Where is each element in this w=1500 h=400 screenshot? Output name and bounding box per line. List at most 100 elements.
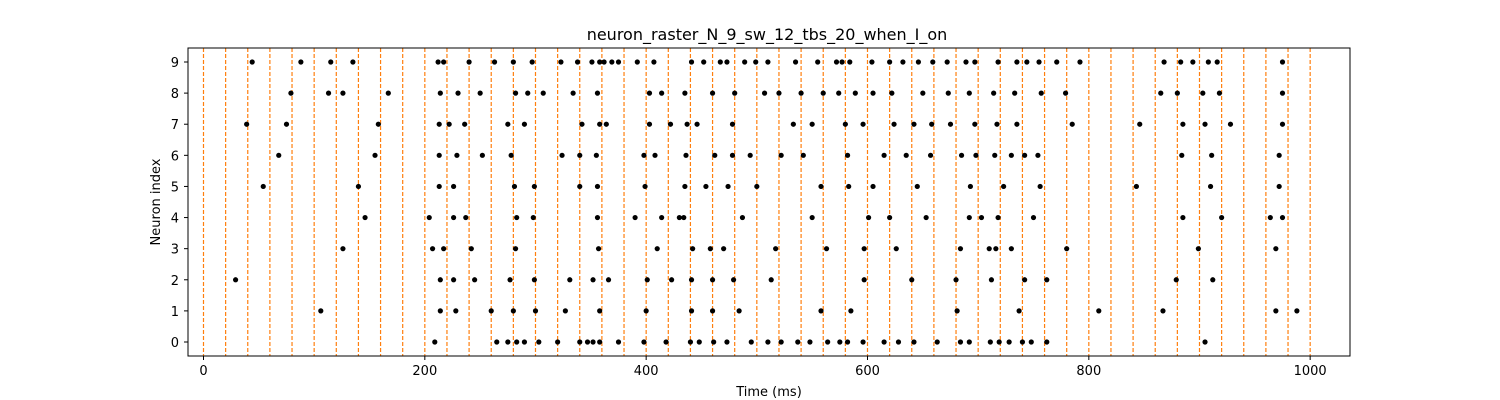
spike-point	[350, 59, 356, 65]
spike-point	[927, 152, 934, 158]
spike-point	[590, 277, 596, 283]
spike-point	[1035, 152, 1041, 158]
spike-point	[491, 59, 498, 65]
spike-point	[953, 277, 959, 283]
spike-point	[451, 214, 457, 221]
spike-point	[514, 214, 520, 221]
spike-point	[703, 183, 709, 190]
spike-point	[1022, 152, 1028, 158]
spike-point	[944, 59, 950, 65]
spike-point	[909, 277, 915, 283]
spike-point	[584, 339, 591, 345]
x-tick-label: 0	[199, 364, 207, 379]
spike-point	[709, 308, 716, 314]
y-axis: 0 1 2 3 4 5 6 7 8 9	[171, 56, 188, 351]
spike-point	[1038, 90, 1044, 96]
y-tick-label: 4	[171, 212, 179, 227]
spike-point	[903, 152, 909, 158]
spike-point	[1019, 339, 1026, 345]
spike-point	[993, 246, 999, 252]
spike-point	[1273, 246, 1279, 252]
spike-point	[328, 59, 334, 65]
spike-point	[712, 152, 718, 158]
spike-point	[521, 121, 528, 127]
spike-point	[615, 339, 622, 345]
spike-point	[1001, 183, 1007, 190]
spike-point	[870, 90, 876, 96]
spike-point	[441, 246, 447, 252]
spike-point	[765, 59, 771, 65]
spike-point	[615, 59, 622, 65]
y-tick-label: 9	[171, 56, 179, 71]
spike-point	[451, 277, 457, 283]
spike-point	[860, 339, 866, 345]
spike-point	[597, 121, 603, 127]
spike-point	[818, 308, 824, 314]
spike-point	[900, 59, 906, 65]
spike-point	[1036, 59, 1042, 65]
spike-point	[958, 152, 965, 158]
spike-point	[505, 339, 511, 345]
spike-point	[597, 308, 603, 314]
spike-point	[1044, 339, 1050, 345]
spike-point	[711, 339, 717, 345]
spike-point	[594, 214, 601, 221]
spike-point	[683, 152, 689, 158]
spike-point	[463, 214, 469, 221]
spike-point	[860, 121, 866, 127]
spike-point	[920, 90, 926, 96]
spike-point	[436, 152, 442, 158]
spike-point	[632, 214, 638, 221]
spike-point	[729, 121, 736, 127]
spike-point	[869, 59, 875, 65]
spike-point	[823, 246, 830, 252]
spike-point	[436, 183, 442, 190]
spike-point	[340, 246, 346, 252]
spike-point	[641, 152, 647, 158]
spike-point	[505, 121, 511, 127]
spike-point	[590, 339, 596, 345]
spike-point	[1216, 90, 1223, 96]
spike-point	[1133, 183, 1140, 190]
spike-point	[870, 183, 876, 190]
spike-point	[973, 152, 979, 158]
spike-point	[792, 59, 799, 65]
spike-point	[1160, 308, 1166, 314]
spike-point	[455, 90, 461, 96]
spike-point	[462, 121, 468, 127]
spike-point	[1030, 214, 1037, 221]
y-axis-title: Neuron index	[149, 158, 164, 245]
y-tick-label: 2	[171, 274, 179, 289]
spike-point	[1279, 59, 1286, 65]
spike-point	[807, 339, 813, 345]
spike-point	[815, 59, 821, 65]
spike-point	[594, 183, 601, 190]
spike-point	[1173, 277, 1179, 283]
spike-point	[1014, 121, 1020, 127]
spike-point	[1200, 90, 1206, 96]
spike-point	[577, 183, 583, 190]
spike-point	[809, 214, 815, 221]
spike-points	[232, 59, 1300, 345]
x-tick-label: 600	[855, 364, 880, 379]
spike-point	[887, 214, 893, 221]
spike-point	[1202, 339, 1208, 345]
spike-point	[468, 246, 474, 252]
spike-point	[652, 152, 658, 158]
spike-point	[589, 59, 595, 65]
x-tick-label: 200	[412, 364, 437, 379]
spike-point	[454, 152, 460, 158]
spike-point	[688, 59, 695, 65]
spike-point	[852, 90, 858, 96]
spike-point	[432, 339, 438, 345]
spike-point	[532, 308, 539, 314]
spike-point	[1294, 308, 1300, 314]
spike-point	[923, 214, 929, 221]
spike-point	[1006, 339, 1012, 345]
y-tick-label: 7	[171, 118, 179, 133]
spike-point	[887, 59, 893, 65]
spike-point	[298, 59, 304, 65]
spike-point	[276, 152, 282, 158]
spike-point	[283, 121, 290, 127]
